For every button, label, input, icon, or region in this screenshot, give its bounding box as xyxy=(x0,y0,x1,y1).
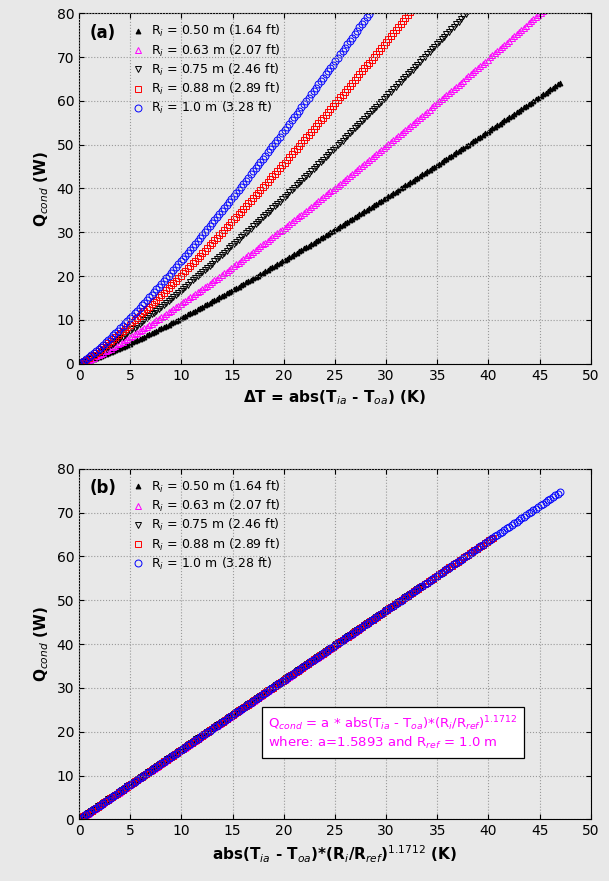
Line: R$_i$ = 0.50 m (1.64 ft): R$_i$ = 0.50 m (1.64 ft) xyxy=(77,671,295,822)
R$_i$ = 0.63 m (2.07 ft) xyxy=(165,307,172,318)
Y-axis label: Q$_{cond}$ (W): Q$_{cond}$ (W) xyxy=(32,606,51,682)
R$_i$ = 0.75 m (2.46 ft) xyxy=(76,359,83,369)
R$_i$ = 0.50 m (1.64 ft) xyxy=(132,775,139,786)
R$_i$ = 0.88 m (2.89 ft) xyxy=(100,797,108,808)
R$_i$ = 0.75 m (2.46 ft) xyxy=(95,348,102,359)
R$_i$ = 1.0 m (3.28 ft) xyxy=(203,224,211,234)
Line: R$_i$ = 0.88 m (2.89 ft): R$_i$ = 0.88 m (2.89 ft) xyxy=(76,0,563,366)
R$_i$ = 0.88 m (2.89 ft) xyxy=(95,345,102,356)
R$_i$ = 0.63 m (2.07 ft) xyxy=(76,359,83,369)
Y-axis label: Q$_{cond}$ (W): Q$_{cond}$ (W) xyxy=(32,151,51,226)
R$_i$ = 0.50 m (1.64 ft) xyxy=(278,676,286,686)
R$_i$ = 0.50 m (1.64 ft) xyxy=(115,787,122,797)
R$_i$ = 0.75 m (2.46 ft) xyxy=(76,814,83,825)
Line: R$_i$ = 0.75 m (2.46 ft): R$_i$ = 0.75 m (2.46 ft) xyxy=(76,583,425,822)
R$_i$ = 0.50 m (1.64 ft) xyxy=(289,669,297,679)
R$_i$ = 0.50 m (1.64 ft) xyxy=(88,805,96,816)
R$_i$ = 0.50 m (1.64 ft) xyxy=(76,359,83,369)
R$_i$ = 1.0 m (3.28 ft) xyxy=(105,335,112,345)
R$_i$ = 0.63 m (2.07 ft) xyxy=(356,624,363,634)
Text: Q$_{cond}$ = a * abs(T$_{ia}$ - T$_{oa}$)*(R$_i$/R$_{ref}$)$^{1.1712}$
where: a=: Q$_{cond}$ = a * abs(T$_{ia}$ - T$_{oa}$… xyxy=(269,714,518,751)
R$_i$ = 0.63 m (2.07 ft) xyxy=(93,803,100,813)
R$_i$ = 0.63 m (2.07 ft) xyxy=(76,814,83,825)
R$_i$ = 0.50 m (1.64 ft) xyxy=(557,78,564,88)
R$_i$ = 1.0 m (3.28 ft) xyxy=(515,515,523,525)
Line: R$_i$ = 0.63 m (2.07 ft): R$_i$ = 0.63 m (2.07 ft) xyxy=(76,0,563,366)
R$_i$ = 0.50 m (1.64 ft) xyxy=(203,299,211,309)
R$_i$ = 0.75 m (2.46 ft) xyxy=(203,263,211,273)
R$_i$ = 0.63 m (2.07 ft) xyxy=(203,280,211,291)
R$_i$ = 1.0 m (3.28 ft) xyxy=(76,814,83,825)
R$_i$ = 0.50 m (1.64 ft) xyxy=(271,681,278,692)
Text: (a): (a) xyxy=(90,24,116,41)
Legend: R$_i$ = 0.50 m (1.64 ft), R$_i$ = 0.63 m (2.07 ft), R$_i$ = 0.75 m (2.46 ft), R$: R$_i$ = 0.50 m (1.64 ft), R$_i$ = 0.63 m… xyxy=(126,19,285,120)
R$_i$ = 0.63 m (2.07 ft) xyxy=(86,806,94,817)
X-axis label: ΔT = abs(T$_{ia}$ - T$_{oa}$) (K): ΔT = abs(T$_{ia}$ - T$_{oa}$) (K) xyxy=(244,389,426,407)
R$_i$ = 0.88 m (2.89 ft) xyxy=(469,546,476,557)
R$_i$ = 0.88 m (2.89 ft) xyxy=(186,739,193,750)
R$_i$ = 1.0 m (3.28 ft) xyxy=(532,503,540,514)
R$_i$ = 0.75 m (2.46 ft) xyxy=(390,600,397,611)
R$_i$ = 0.63 m (2.07 ft) xyxy=(331,640,339,650)
X-axis label: abs(T$_{ia}$ - T$_{oa}$)*(R$_i$/R$_{ref}$)$^{1.1712}$ (K): abs(T$_{ia}$ - T$_{oa}$)*(R$_i$/R$_{ref}… xyxy=(213,844,457,865)
Line: R$_i$ = 0.88 m (2.89 ft): R$_i$ = 0.88 m (2.89 ft) xyxy=(76,535,496,822)
Line: R$_i$ = 1.0 m (3.28 ft): R$_i$ = 1.0 m (3.28 ft) xyxy=(76,0,563,367)
Line: R$_i$ = 0.50 m (1.64 ft): R$_i$ = 0.50 m (1.64 ft) xyxy=(77,80,563,366)
Text: (b): (b) xyxy=(90,479,116,498)
R$_i$ = 0.50 m (1.64 ft) xyxy=(515,106,523,116)
R$_i$ = 0.88 m (2.89 ft) xyxy=(76,814,83,825)
R$_i$ = 1.0 m (3.28 ft) xyxy=(95,344,102,354)
Legend: R$_i$ = 0.50 m (1.64 ft), R$_i$ = 0.63 m (2.07 ft), R$_i$ = 0.75 m (2.46 ft), R$: R$_i$ = 0.50 m (1.64 ft), R$_i$ = 0.63 m… xyxy=(126,475,285,575)
R$_i$ = 0.75 m (2.46 ft) xyxy=(401,592,409,603)
R$_i$ = 0.50 m (1.64 ft) xyxy=(95,352,102,362)
R$_i$ = 0.75 m (2.46 ft) xyxy=(139,771,147,781)
Line: R$_i$ = 1.0 m (3.28 ft): R$_i$ = 1.0 m (3.28 ft) xyxy=(76,489,563,823)
R$_i$ = 1.0 m (3.28 ft) xyxy=(203,727,211,737)
R$_i$ = 0.63 m (2.07 ft) xyxy=(95,350,102,360)
R$_i$ = 0.75 m (2.46 ft) xyxy=(419,581,426,591)
R$_i$ = 0.88 m (2.89 ft) xyxy=(490,532,497,543)
R$_i$ = 0.50 m (1.64 ft) xyxy=(76,814,83,825)
R$_i$ = 0.88 m (2.89 ft) xyxy=(165,283,172,293)
R$_i$ = 0.63 m (2.07 ft) xyxy=(342,633,349,644)
R$_i$ = 0.75 m (2.46 ft) xyxy=(96,800,104,811)
R$_i$ = 0.63 m (2.07 ft) xyxy=(105,344,112,355)
R$_i$ = 0.75 m (2.46 ft) xyxy=(90,804,97,815)
R$_i$ = 0.88 m (2.89 ft) xyxy=(152,762,160,773)
Line: R$_i$ = 0.75 m (2.46 ft): R$_i$ = 0.75 m (2.46 ft) xyxy=(76,0,563,366)
R$_i$ = 1.0 m (3.28 ft) xyxy=(95,801,102,811)
R$_i$ = 0.63 m (2.07 ft) xyxy=(150,763,157,774)
R$_i$ = 0.75 m (2.46 ft) xyxy=(167,751,174,762)
R$_i$ = 1.0 m (3.28 ft) xyxy=(165,753,172,764)
R$_i$ = 0.88 m (2.89 ft) xyxy=(76,359,83,369)
R$_i$ = 1.0 m (3.28 ft) xyxy=(76,359,83,369)
R$_i$ = 0.88 m (2.89 ft) xyxy=(454,557,462,567)
R$_i$ = 0.63 m (2.07 ft) xyxy=(127,779,135,789)
R$_i$ = 0.50 m (1.64 ft) xyxy=(165,319,172,329)
R$_i$ = 1.0 m (3.28 ft) xyxy=(105,795,112,805)
R$_i$ = 0.50 m (1.64 ft) xyxy=(105,348,112,359)
R$_i$ = 0.50 m (1.64 ft) xyxy=(532,94,540,105)
Line: R$_i$ = 0.63 m (2.07 ft): R$_i$ = 0.63 m (2.07 ft) xyxy=(76,626,362,822)
R$_i$ = 0.75 m (2.46 ft) xyxy=(105,342,112,352)
R$_i$ = 0.88 m (2.89 ft) xyxy=(92,803,99,813)
R$_i$ = 0.50 m (1.64 ft) xyxy=(84,808,91,818)
R$_i$ = 0.75 m (2.46 ft) xyxy=(165,295,172,306)
R$_i$ = 0.88 m (2.89 ft) xyxy=(105,338,112,349)
R$_i$ = 1.0 m (3.28 ft) xyxy=(165,270,172,281)
R$_i$ = 0.88 m (2.89 ft) xyxy=(203,243,211,254)
R$_i$ = 1.0 m (3.28 ft) xyxy=(557,487,564,498)
R$_i$ = 0.63 m (2.07 ft) xyxy=(515,26,523,37)
R$_i$ = 0.63 m (2.07 ft) xyxy=(532,11,540,22)
